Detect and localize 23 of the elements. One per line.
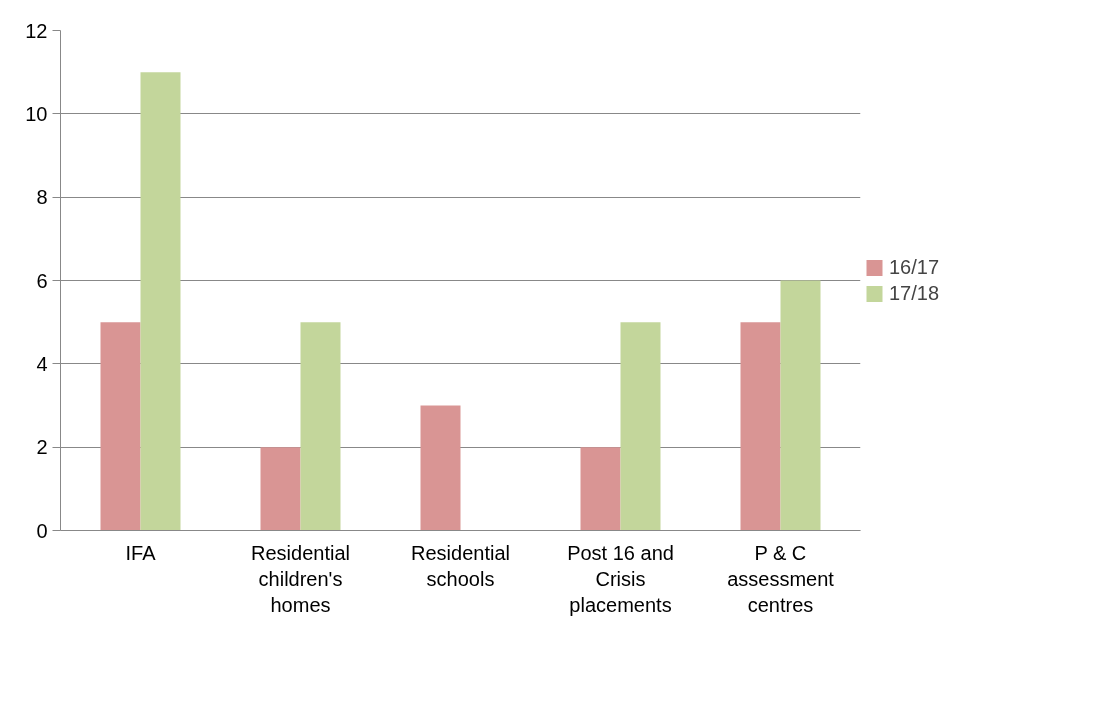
y-tick-label: 6 [36, 269, 48, 292]
bar [780, 280, 821, 531]
bar [140, 72, 181, 531]
y-tick-label: 12 [25, 19, 48, 42]
y-tick-label: 10 [25, 102, 48, 125]
bar [300, 322, 341, 531]
bar [620, 322, 661, 531]
legend-label: 17/18 [889, 281, 940, 305]
x-tick-label: IFA [125, 541, 157, 564]
y-tick-label: 8 [36, 186, 48, 209]
x-tick-label: Residential children's homes [251, 541, 350, 617]
x-tick-label: P & C assessment centres [727, 541, 835, 617]
y-tick-label: 2 [36, 436, 48, 459]
bar [260, 447, 301, 531]
bar [100, 322, 141, 531]
bar [740, 322, 781, 531]
bar [420, 405, 461, 531]
y-tick-label: 0 [36, 519, 48, 542]
legend-label: 16/17 [889, 255, 940, 279]
y-tick-label: 4 [36, 352, 48, 375]
bar [580, 447, 621, 531]
x-tick-label: Post 16 and Crisis placements [567, 541, 674, 617]
x-tick-label: Residential schools [411, 541, 510, 590]
